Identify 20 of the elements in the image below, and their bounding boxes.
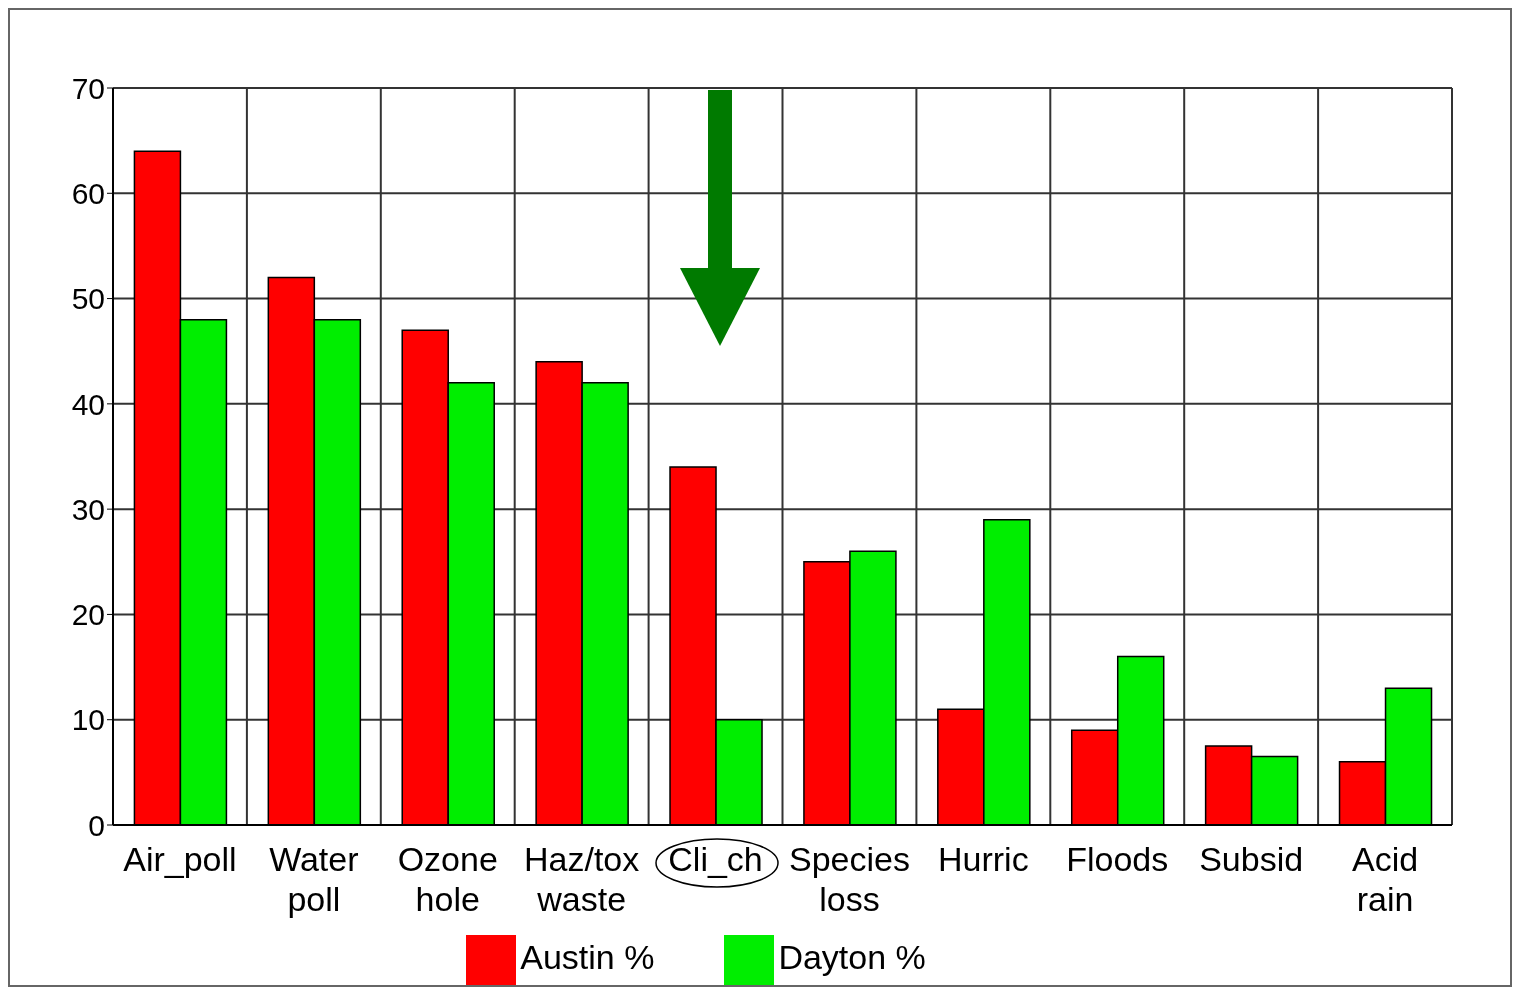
y-tick-label: 20 — [71, 598, 105, 632]
x-tick-label: Species loss — [788, 840, 910, 918]
x-tick-label: Cli_ch — [668, 840, 763, 878]
x-tick-label: Floods — [1066, 840, 1169, 878]
y-tick-label: 50 — [71, 282, 105, 316]
x-tick-label: Ozone hole — [397, 840, 498, 918]
y-tick-label: 10 — [71, 703, 105, 737]
legend-label: Dayton % — [778, 937, 926, 976]
y-tick-label: 30 — [71, 492, 105, 526]
x-tick-label: Acid rain — [1351, 840, 1419, 918]
y-tick-label: 70 — [71, 71, 105, 105]
y-tick-label: 60 — [71, 176, 105, 210]
y-tick-label: 40 — [71, 387, 105, 421]
legend-label: Austin % — [520, 937, 655, 976]
x-tick-label: Subsid — [1199, 840, 1304, 878]
x-tick-label: Hurric — [938, 840, 1029, 878]
x-tick-label: Haz/tox waste — [524, 840, 640, 918]
x-tick-label: Water poll — [269, 840, 359, 918]
x-tick-label: Air_poll — [123, 840, 237, 878]
y-tick-label: 0 — [88, 808, 105, 842]
